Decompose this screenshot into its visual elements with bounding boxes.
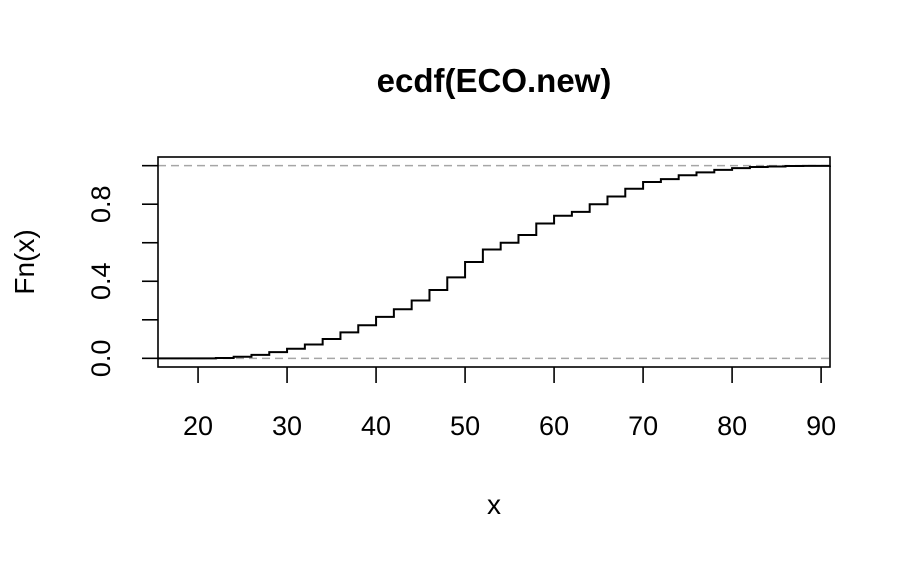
plot-area: 20 30 40 50 60 70 80 90 0.0 0.4 0.8 (86, 156, 836, 441)
y-tick-label-0: 0.0 (86, 340, 116, 378)
x-tick-label-5: 70 (628, 411, 658, 441)
chart-title: ecdf(ECO.new) (377, 62, 612, 99)
ecdf-step-curve-0 (158, 164, 831, 360)
y-tick-label-4: 0.8 (86, 185, 116, 223)
plot-frame (157, 156, 831, 368)
x-tick-label-2: 40 (361, 411, 391, 441)
y-tick-label-2: 0.4 (86, 262, 116, 300)
x-tick-label-6: 80 (717, 411, 747, 441)
x-tick-label-3: 50 (450, 411, 480, 441)
x-tick-label-0: 20 (183, 411, 213, 441)
x-tick-label-7: 90 (806, 411, 836, 441)
x-tick-label-1: 30 (272, 411, 302, 441)
x-tick-label-4: 60 (539, 411, 569, 441)
y-axis-label: Fn(x) (9, 229, 40, 294)
x-axis-label: x (487, 489, 501, 520)
